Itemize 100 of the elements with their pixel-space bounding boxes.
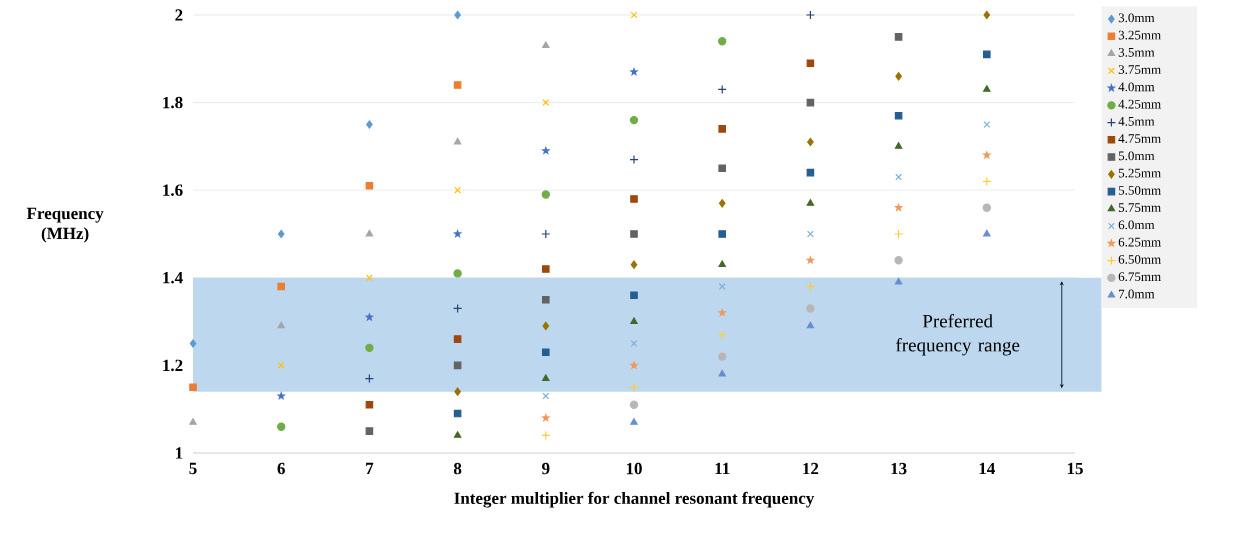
point <box>366 120 373 129</box>
point <box>806 304 815 313</box>
point <box>541 229 551 239</box>
point <box>365 274 373 282</box>
legend-label: 4.25mm <box>1118 99 1161 109</box>
point <box>983 121 991 128</box>
legend-label: 5.25mm <box>1118 168 1161 178</box>
point <box>983 50 991 59</box>
point <box>894 111 903 120</box>
point <box>629 382 639 392</box>
point <box>542 348 550 357</box>
legend-label: 4.5mm <box>1118 117 1155 126</box>
x-tick-label: 14 <box>979 462 995 475</box>
x-tick-label: 5 <box>189 462 197 475</box>
point <box>277 422 286 431</box>
point <box>454 186 462 194</box>
x-axis-title: Integer multiplier for channel resonant frequency <box>454 491 815 508</box>
point <box>452 228 463 239</box>
point <box>893 202 904 212</box>
point <box>806 230 814 238</box>
point <box>542 99 550 107</box>
point <box>189 383 197 392</box>
legend-label: 5.75mm <box>1118 203 1161 213</box>
point <box>542 321 550 331</box>
point <box>454 10 461 20</box>
point <box>276 391 286 401</box>
point <box>453 335 462 343</box>
point <box>806 59 815 67</box>
point <box>718 283 726 290</box>
point <box>542 41 550 49</box>
y-tick-label: 1.8 <box>163 96 183 109</box>
point <box>894 229 904 239</box>
point <box>365 343 374 353</box>
point <box>718 369 726 377</box>
point <box>894 277 903 285</box>
point <box>189 339 197 348</box>
point <box>453 431 462 438</box>
point <box>453 269 462 278</box>
point <box>365 229 374 237</box>
point <box>629 400 639 410</box>
legend-label: 3.25mm <box>1118 30 1161 40</box>
point <box>630 230 638 238</box>
x-tick-label: 6 <box>277 462 285 475</box>
point <box>630 195 638 203</box>
point <box>630 418 638 425</box>
y-tick-label: 2 <box>175 9 183 21</box>
point <box>806 168 815 177</box>
y-tick-label: 1 <box>176 447 183 459</box>
point <box>982 203 991 212</box>
y-tick-label: 1.6 <box>163 184 183 196</box>
point <box>629 66 639 76</box>
point <box>805 10 815 20</box>
point <box>630 291 638 300</box>
legend-label: 4.75mm <box>1118 134 1161 143</box>
point <box>541 412 551 422</box>
legend-label: 3.5mm <box>1118 47 1155 57</box>
point <box>365 182 374 190</box>
point <box>364 312 375 322</box>
x-tick-label: 15 <box>1067 462 1083 475</box>
y-axis-title: Frequency (MHz) <box>26 207 104 243</box>
point <box>365 401 374 409</box>
point <box>983 229 991 237</box>
legend-label: 5.50mm <box>1118 186 1161 195</box>
point <box>895 173 903 181</box>
point <box>894 142 903 149</box>
y-tick-label: 1.2 <box>163 359 183 372</box>
point <box>894 33 903 41</box>
point <box>542 392 550 400</box>
point <box>806 321 815 329</box>
point <box>541 190 550 199</box>
point <box>718 199 726 208</box>
point <box>630 340 638 347</box>
legend-label: 3.0mm <box>1118 13 1155 23</box>
legend-label: 4.0mm <box>1118 82 1155 92</box>
point <box>983 10 991 20</box>
point <box>277 229 285 239</box>
point <box>453 81 462 89</box>
x-tick-label: 10 <box>626 462 642 475</box>
point <box>277 361 285 369</box>
point <box>894 256 903 265</box>
point <box>895 72 902 81</box>
point <box>718 125 726 133</box>
point <box>277 321 285 329</box>
point <box>629 154 639 165</box>
legend-label: 6.0mm <box>1118 220 1155 230</box>
point <box>805 255 816 265</box>
point <box>630 317 638 324</box>
point <box>454 387 461 396</box>
x-tick-label: 8 <box>453 462 462 475</box>
point <box>718 230 726 238</box>
legend-label: 5.0mm <box>1118 151 1155 161</box>
point <box>983 85 991 92</box>
x-tick-label: 7 <box>366 462 374 474</box>
point <box>629 360 639 370</box>
point <box>718 164 726 173</box>
point <box>541 145 551 155</box>
point <box>807 137 814 147</box>
point <box>718 37 727 46</box>
point <box>718 352 727 361</box>
point <box>453 137 462 145</box>
